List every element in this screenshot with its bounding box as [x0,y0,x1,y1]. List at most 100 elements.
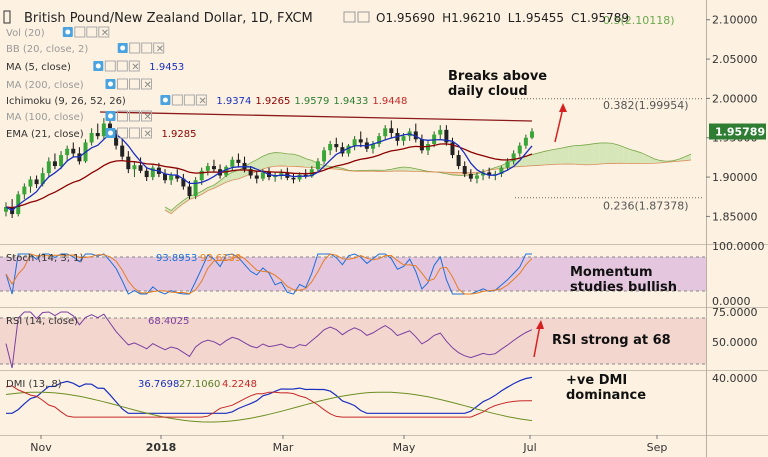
close-icon[interactable]: ✕ [144,80,152,91]
candle-body [346,145,351,154]
candle-body [181,178,186,187]
rsi-legend: RSI (14, close) 68.4025 [6,316,189,327]
close-icon[interactable]: ✕ [101,28,109,39]
close-icon[interactable]: ✕ [144,112,152,123]
cloud-segment [568,145,575,165]
indicator-row[interactable]: BB (20, close, 2) ✕ [6,42,165,55]
candle-body [523,137,528,146]
indicator-settings-icons[interactable]: ✕ [105,78,152,91]
indicator-settings-icons[interactable]: ✕ [105,127,152,140]
rsi-tick-75: 75.0000 [712,306,758,319]
stoch-tick-100: 100.0000 [712,240,765,253]
eye-icon[interactable] [108,81,113,87]
indicator-row[interactable]: Ichimoku (9, 26, 52, 26) ✕ 1.9374 1.9265 1.9… [6,94,407,107]
eye-icon[interactable] [108,113,113,119]
cloud-segment [403,166,410,172]
price-tick: 1.85000 [712,210,758,223]
stoch-k-line [5,253,532,295]
eye-icon[interactable] [65,29,71,35]
cloud-segment [281,152,288,167]
indicator-row[interactable]: MA (5, close) ✕ 1.9453 [6,60,184,73]
indicator-row[interactable]: EMA (21, close) ✕ 1.9285 [6,127,197,140]
dmi-plus-line [6,376,533,414]
time-tick: Sep [647,441,668,454]
indicator-settings-icons[interactable]: ✕ [117,42,165,55]
price-panel-bg [0,0,706,244]
indicator-settings-icons[interactable]: ✕ [93,60,140,73]
eye-icon[interactable] [108,130,113,136]
eye-icon[interactable] [162,97,168,103]
cloud-segment [183,196,190,204]
candle-body [163,173,168,181]
cloud-segment [269,152,276,168]
candle-body [444,129,449,143]
indicator-row[interactable]: MA (100, close) ✕ [6,110,152,123]
candle-body [474,175,479,179]
rsi-vvalue: 68.4025 [148,316,189,327]
candle-body [530,131,534,138]
eye-icon[interactable] [120,45,126,51]
candle-body [413,131,418,140]
candle-body [401,136,406,141]
annotation-breaks: Breaks above daily cloud [448,69,547,99]
candle-body [456,155,461,167]
candle-body [334,144,339,148]
candle-body [426,144,431,151]
annotation-momentum: Momentum studies bullish [570,265,677,295]
indicator-settings-icons[interactable]: ✕ [105,110,152,123]
indicator-legend: Vol (20) ✕ BB (20, close, 2) ✕ MA (5, close)… [6,26,407,140]
cloud-segment [605,142,612,164]
cloud-segment [562,146,569,165]
price-tick: 1.90000 [712,171,758,184]
annotation-rsi: RSI strong at 68 [552,333,671,348]
cloud-segment [532,153,539,166]
stoch-vvalue: 93.8953 [156,253,197,264]
resistance-trendline [99,111,533,122]
cloud-segment [635,151,643,164]
cloud-segment [538,151,545,166]
dmi-vvalue: 36.7698 [138,379,179,390]
candle-body [120,145,125,157]
eye-icon[interactable] [95,63,101,69]
candle-body [132,165,137,170]
indicator-row[interactable]: MA (200, close) ✕ [6,78,152,91]
indicator-value: 1.9285 [162,129,197,140]
indicator-settings-icons[interactable]: ✕ [62,26,110,39]
svg-text:DMI (13, 8): DMI (13, 8) [6,379,62,390]
close-icon[interactable]: ✕ [144,129,152,140]
breakout-arrow [554,103,567,143]
cloud-segment [207,185,214,191]
indicator-label: MA (100, close) [6,112,84,123]
rsi-arrow [533,320,544,358]
ohlc-value: H1.96210 [442,11,501,25]
candle-body [150,167,155,178]
close-icon[interactable]: ✕ [156,44,164,55]
time-axis: Nov 2018 Mar May Jul Sep [30,435,667,454]
cloud-segment [574,145,581,165]
stoch-legend: Stoch (14, 3, 1) 93.8953 93.6139 [6,253,241,264]
candle-body [505,161,510,168]
indicator-value: 1.9374 [216,96,251,107]
candle-body [291,177,296,180]
candle-body [169,175,174,181]
candle-body [322,150,327,162]
candle-body [95,133,100,137]
candle-body [352,139,357,146]
oscillator-lines [5,253,533,423]
indicator-settings-icons[interactable]: ✕ [160,94,207,107]
time-tick: 2018 [146,441,177,454]
cloud-segment [299,155,306,168]
close-icon[interactable]: ✕ [198,96,206,107]
indicator-row[interactable]: Vol (20) ✕ [6,26,110,39]
chart-header: British Pound/New Zealand Dollar, 1D, FX… [3,10,629,26]
close-icon[interactable]: ✕ [131,62,139,73]
candle-body [28,179,33,187]
cloud-segment [544,150,551,166]
cloud-segment [275,152,282,167]
price-tick: 2.10000 [712,14,758,27]
symbol-title[interactable]: British Pound/New Zealand Dollar, 1D, FX… [24,11,313,26]
header-settings-icons[interactable] [343,11,370,23]
current-price-label: 1.95789 [715,126,765,139]
stoch-d-line [5,253,533,295]
